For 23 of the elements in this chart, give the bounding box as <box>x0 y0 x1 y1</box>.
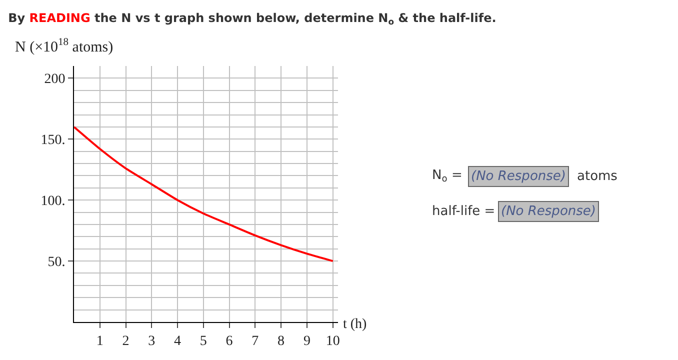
text: half-life = <box>432 204 496 219</box>
x-tick-label: 5 <box>200 334 207 349</box>
y-axis-title: N (×10$^{18}$ atoms) <box>15 37 114 56</box>
chart-title: By READING the N vs t graph shown below, determine N$_{o}$ & the half-life. <box>8 11 496 27</box>
x-tick-label: 9 <box>303 334 310 349</box>
x-tick-label: 2 <box>122 334 130 349</box>
y-tick-label: 150. <box>40 133 66 148</box>
x-tick-label: 10 <box>326 334 340 349</box>
x-axis-title: t (h) <box>343 317 368 332</box>
x-tick-label: 8 <box>278 334 285 349</box>
y-tick-label: 200 <box>44 72 66 88</box>
text: N$_{o}$ = <box>432 168 462 185</box>
y-tick-label: 100. <box>40 194 66 209</box>
x-tick-label: 3 <box>148 334 156 349</box>
x-tick-label: 6 <box>226 334 233 349</box>
line-series <box>74 126 334 262</box>
y-tick-label: 50. <box>48 254 66 270</box>
text: (No Response) <box>501 204 596 219</box>
x-tick-label: 1 <box>96 334 104 349</box>
x-tick-label: 7 <box>252 334 259 349</box>
text: (No Response) <box>471 169 566 184</box>
text: atoms <box>577 169 618 184</box>
x-tick-label: 4 <box>174 334 182 349</box>
